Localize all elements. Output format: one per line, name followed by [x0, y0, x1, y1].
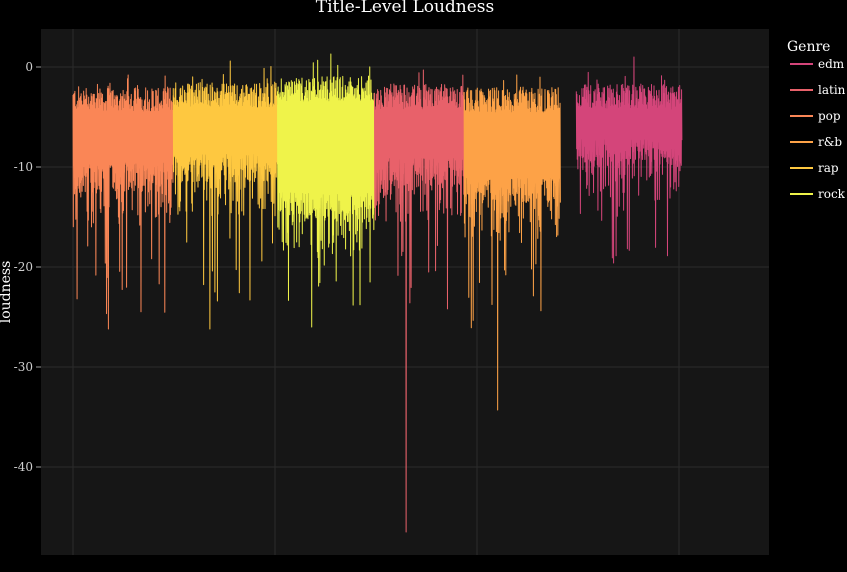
y-tick-label: 0: [25, 60, 33, 74]
legend-item-latin[interactable]: latin: [790, 83, 846, 97]
legend-label: pop: [818, 109, 841, 123]
series-line-pop: [72, 74, 174, 330]
y-axis: 0 -10 -20 -30 -40: [14, 60, 41, 474]
chart-title: Title-Level Loudness: [316, 0, 495, 17]
legend-item-rock[interactable]: rock: [790, 187, 846, 201]
legend-title: Genre: [787, 39, 830, 55]
series-line-rb: [463, 74, 561, 411]
legend-item-pop[interactable]: pop: [790, 109, 841, 123]
y-tick-label: -10: [14, 160, 33, 174]
legend[interactable]: Genre edm latin pop r&b rap rock: [787, 39, 846, 201]
series-line-rap: [172, 60, 279, 330]
legend-label: rap: [818, 161, 839, 175]
legend-label: latin: [818, 83, 846, 97]
y-tick-label: -40: [14, 460, 33, 474]
legend-label: rock: [818, 187, 846, 201]
legend-item-rb[interactable]: r&b: [790, 135, 842, 149]
legend-item-edm[interactable]: edm: [790, 57, 845, 71]
y-tick-label: -20: [14, 260, 33, 274]
legend-item-rap[interactable]: rap: [790, 161, 839, 175]
series-group: [72, 53, 683, 533]
y-tick-label: -30: [14, 360, 33, 374]
series-line-latin: [373, 69, 465, 533]
legend-label: edm: [818, 57, 845, 71]
y-axis-title: loudness: [0, 261, 14, 324]
legend-label: r&b: [818, 135, 842, 149]
series-line-edm: [575, 56, 683, 264]
series-line-rock: [277, 53, 375, 328]
